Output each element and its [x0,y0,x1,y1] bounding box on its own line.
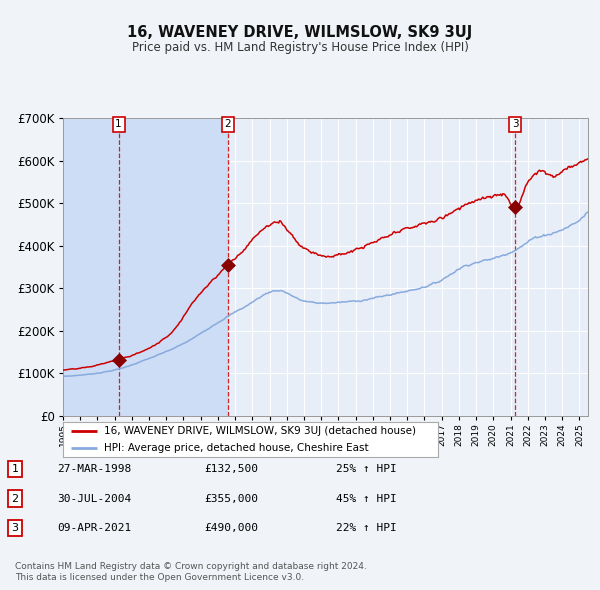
Text: 1: 1 [11,464,19,474]
Text: 1: 1 [115,119,122,129]
Text: 2: 2 [224,119,231,129]
Text: HPI: Average price, detached house, Cheshire East: HPI: Average price, detached house, Ches… [104,442,369,453]
Text: 45% ↑ HPI: 45% ↑ HPI [336,494,397,503]
Text: 2: 2 [11,494,19,503]
Bar [119,118,228,416]
Text: 16, WAVENEY DRIVE, WILMSLOW, SK9 3UJ: 16, WAVENEY DRIVE, WILMSLOW, SK9 3UJ [127,25,473,40]
Bar [63,118,119,416]
Text: 22% ↑ HPI: 22% ↑ HPI [336,523,397,533]
Text: £132,500: £132,500 [204,464,258,474]
Text: 09-APR-2021: 09-APR-2021 [57,523,131,533]
Text: 16, WAVENEY DRIVE, WILMSLOW, SK9 3UJ (detached house): 16, WAVENEY DRIVE, WILMSLOW, SK9 3UJ (de… [104,427,416,437]
Text: 3: 3 [11,523,19,533]
Text: 3: 3 [512,119,518,129]
Text: £355,000: £355,000 [204,494,258,503]
Text: 27-MAR-1998: 27-MAR-1998 [57,464,131,474]
Text: 25% ↑ HPI: 25% ↑ HPI [336,464,397,474]
Text: Price paid vs. HM Land Registry's House Price Index (HPI): Price paid vs. HM Land Registry's House … [131,41,469,54]
Text: 30-JUL-2004: 30-JUL-2004 [57,494,131,503]
Text: Contains HM Land Registry data © Crown copyright and database right 2024.
This d: Contains HM Land Registry data © Crown c… [15,562,367,582]
Text: £490,000: £490,000 [204,523,258,533]
